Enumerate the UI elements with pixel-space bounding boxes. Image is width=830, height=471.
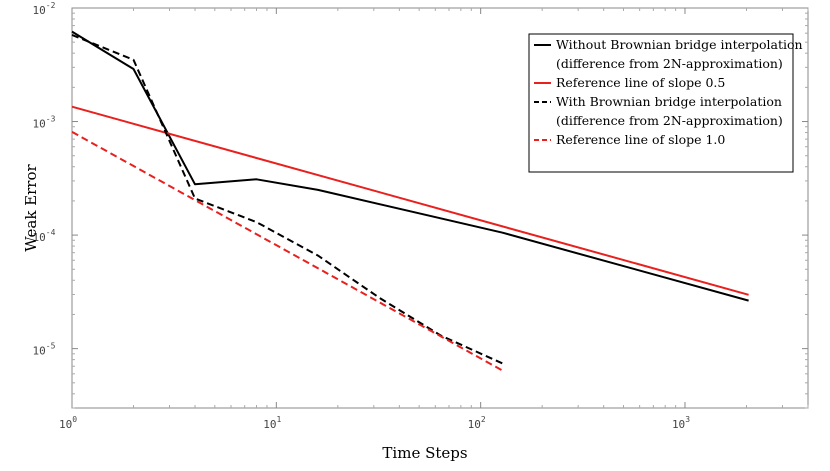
legend-label: Reference line of slope 1.0: [556, 132, 725, 147]
x-axis-label: Time Steps: [382, 444, 467, 462]
axis-ticks: 100 101 102 103 10-5 10-4 10-3 10-2: [33, 1, 809, 431]
y-tick-label: 10-3: [33, 115, 56, 131]
y-axis-label: Weak Error: [22, 163, 40, 251]
legend-box: [528, 33, 794, 173]
y-tick-label: 10-4: [33, 228, 56, 244]
x-tick-label: 101: [263, 415, 281, 431]
series-line-with-brownian-bridge-interpolation: [71, 33, 504, 365]
series-line-without-brownian-bridge-interpolation: [71, 30, 749, 302]
x-tick-label: 102: [468, 415, 486, 431]
x-tick-label: 100: [59, 415, 77, 431]
legend-label: Reference line of slope 0.5: [556, 75, 725, 90]
legend-label-line2: (difference from 2N-approximation): [556, 113, 783, 128]
series-lines: [71, 30, 749, 372]
series-line-reference-line-of-slope-1-0: [71, 131, 504, 372]
x-tick-label: 103: [672, 415, 690, 431]
y-tick-label: 10-2: [33, 1, 56, 17]
y-tick-label: 10-5: [33, 342, 56, 358]
legend: Without Brownian bridge interpolation (di…: [528, 33, 803, 173]
legend-label-line2: (difference from 2N-approximation): [556, 56, 783, 71]
series-line-reference-line-of-slope-0-5: [71, 105, 749, 296]
legend-label: With Brownian bridge interpolation: [556, 94, 782, 109]
legend-label: Without Brownian bridge interpolation: [556, 37, 803, 52]
